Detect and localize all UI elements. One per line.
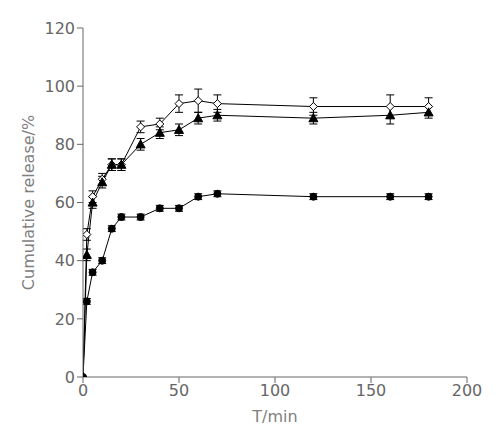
svg-text:150: 150: [356, 381, 387, 400]
svg-text:0: 0: [65, 368, 75, 387]
svg-text:60: 60: [55, 193, 75, 212]
svg-text:50: 50: [169, 381, 189, 400]
svg-text:0: 0: [78, 381, 88, 400]
svg-text:100: 100: [44, 77, 75, 96]
svg-text:T/min: T/min: [251, 407, 297, 426]
svg-text:20: 20: [55, 310, 75, 329]
svg-text:Cumulative release/%: Cumulative release/%: [19, 115, 38, 290]
svg-text:40: 40: [55, 251, 75, 270]
svg-text:120: 120: [44, 19, 75, 38]
svg-text:200: 200: [452, 381, 483, 400]
svg-text:100: 100: [260, 381, 291, 400]
svg-text:80: 80: [55, 135, 75, 154]
